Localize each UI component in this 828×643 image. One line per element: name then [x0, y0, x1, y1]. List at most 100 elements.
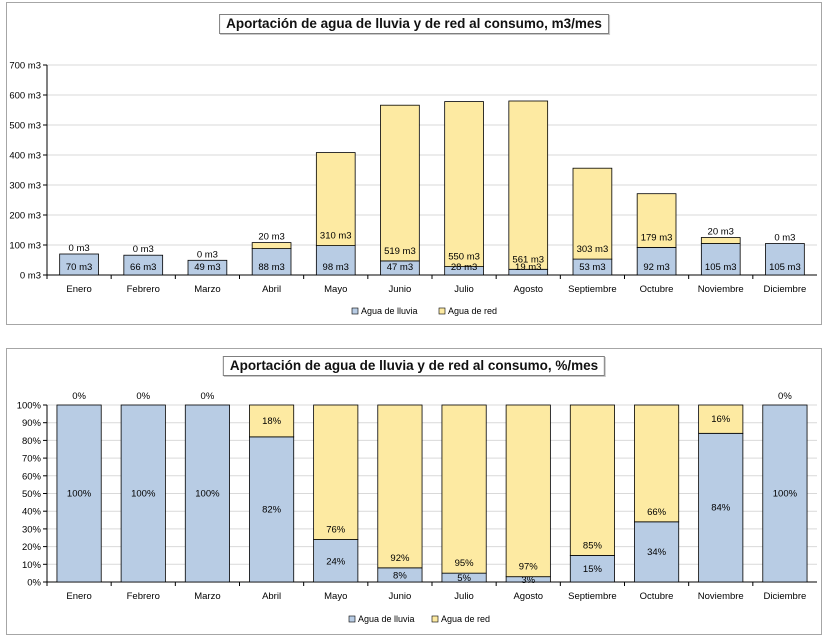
- data-label-agua-de-red: 95%: [455, 558, 475, 569]
- data-label-agua-de-red: 18%: [262, 416, 282, 427]
- y-tick-label: 600 m3: [9, 91, 41, 102]
- data-label-agua-de-lluvia: 92 m3: [643, 262, 669, 273]
- data-label-agua-de-lluvia: 28 m3: [451, 262, 477, 273]
- data-label-agua-de-red: 0%: [201, 391, 215, 402]
- bar-agua-de-lluvia: [634, 521, 680, 583]
- data-label-agua-de-red: 519 m3: [384, 246, 416, 257]
- chart-panel-percent: Aportación de agua de lluvia y de red al…: [6, 348, 822, 635]
- y-tick-label: 400 m3: [9, 151, 41, 162]
- y-tick-label: 60%: [22, 471, 42, 482]
- y-tick-label: 0 m3: [20, 271, 41, 282]
- chart-panel-m3: Aportación de agua de lluvia y de red al…: [6, 2, 822, 325]
- data-label-agua-de-lluvia: 3%: [521, 575, 535, 586]
- data-label-agua-de-lluvia: 8%: [393, 570, 407, 581]
- x-tick-label: Junio: [389, 284, 412, 295]
- bar-agua-de-lluvia: [184, 404, 230, 583]
- bar-agua-de-red: [636, 193, 677, 248]
- legend-swatch-agua-de-lluvia: [348, 615, 356, 623]
- y-tick-label: 80%: [22, 436, 42, 447]
- bar-agua-de-red: [377, 404, 423, 569]
- bar-agua-de-lluvia: [249, 436, 295, 583]
- data-label-agua-de-lluvia: 24%: [326, 556, 346, 567]
- bar-agua-de-lluvia: [569, 555, 615, 583]
- bar-agua-de-red: [249, 404, 295, 438]
- bar-agua-de-red: [251, 242, 292, 250]
- data-label-agua-de-lluvia: 100%: [773, 489, 798, 500]
- data-label-agua-de-lluvia: 47 m3: [387, 262, 413, 273]
- x-tick-label: Abril: [262, 284, 281, 295]
- y-tick-label: 200 m3: [9, 211, 41, 222]
- data-label-agua-de-red: 0 m3: [774, 233, 795, 244]
- bar-agua-de-lluvia: [59, 253, 99, 276]
- y-tick-label: 50%: [22, 489, 42, 500]
- x-tick-label: Enero: [66, 591, 91, 602]
- bar-agua-de-lluvia: [698, 432, 744, 583]
- y-tick-label: 70%: [22, 454, 42, 465]
- data-label-agua-de-red: 303 m3: [577, 244, 609, 255]
- data-label-agua-de-lluvia: 100%: [131, 489, 156, 500]
- bar-agua-de-red: [441, 404, 487, 574]
- x-tick-label: Julio: [454, 591, 474, 602]
- x-tick-label: Enero: [66, 284, 91, 295]
- y-tick-label: 0%: [27, 578, 41, 589]
- bar-agua-de-red: [444, 101, 484, 267]
- data-label-agua-de-lluvia: 105 m3: [705, 262, 737, 273]
- x-tick-label: Diciembre: [764, 284, 807, 295]
- data-label-agua-de-red: 561 m3: [512, 254, 544, 265]
- bar-agua-de-red: [315, 152, 356, 247]
- bar-agua-de-red: [313, 404, 359, 540]
- data-label-agua-de-lluvia: 66 m3: [130, 262, 156, 273]
- x-tick-label: Abril: [262, 591, 281, 602]
- bar-agua-de-lluvia: [762, 404, 808, 583]
- bar-agua-de-red: [380, 104, 420, 262]
- x-tick-label: Octubre: [640, 284, 674, 295]
- data-label-agua-de-lluvia: 88 m3: [258, 262, 284, 273]
- y-tick-label: 100%: [17, 401, 42, 412]
- bar-agua-de-lluvia: [120, 404, 166, 583]
- bar-agua-de-red: [698, 404, 744, 434]
- x-tick-label: Octubre: [640, 591, 674, 602]
- data-label-agua-de-red: 0%: [778, 391, 792, 402]
- data-label-agua-de-lluvia: 82%: [262, 504, 282, 515]
- legend-label-agua-de-lluvia: Agua de lluvia: [361, 306, 418, 316]
- chart-title-percent: Aportación de agua de lluvia y de red al…: [222, 356, 606, 376]
- x-tick-label: Noviembre: [698, 284, 744, 295]
- legend-label-agua-de-red: Agua de red: [448, 306, 497, 316]
- x-tick-label: Julio: [454, 284, 474, 295]
- data-label-agua-de-lluvia: 5%: [457, 573, 471, 584]
- y-tick-label: 20%: [22, 542, 42, 553]
- legend-label-agua-de-red: Agua de red: [441, 614, 490, 624]
- x-tick-label: Junio: [389, 591, 412, 602]
- legend-swatch-agua-de-red: [431, 615, 439, 623]
- bar-agua-de-lluvia: [765, 243, 805, 276]
- x-tick-label: Noviembre: [698, 591, 744, 602]
- y-tick-label: 700 m3: [9, 61, 41, 72]
- data-label-agua-de-lluvia: 98 m3: [323, 262, 349, 273]
- x-tick-label: Septiembre: [568, 284, 617, 295]
- legend-swatch-agua-de-lluvia: [351, 307, 359, 315]
- data-label-agua-de-red: 0%: [136, 391, 150, 402]
- x-tick-label: Diciembre: [764, 591, 807, 602]
- y-tick-label: 10%: [22, 560, 42, 571]
- x-tick-label: Mayo: [324, 591, 347, 602]
- chart-percent: 0% 10% 20% 30% 40% 50% 60% 70% 80% 90% 100% 100% 0% E…: [17, 391, 817, 624]
- bar-agua-de-red: [572, 167, 613, 260]
- bar-agua-de-lluvia: [700, 243, 741, 276]
- y-tick-label: 40%: [22, 507, 42, 518]
- data-label-agua-de-red: 20 m3: [708, 227, 734, 238]
- y-tick-label: 500 m3: [9, 121, 41, 132]
- chart-m3: 0 m3 100 m3 200 m3 300 m3 400 m3 500 m3 600 m3…: [9, 61, 817, 316]
- bar-agua-de-lluvia: [56, 404, 102, 583]
- x-tick-label: Agosto: [513, 284, 543, 295]
- data-label-agua-de-lluvia: 105 m3: [769, 262, 801, 273]
- data-label-agua-de-red: 179 m3: [641, 232, 673, 243]
- data-label-agua-de-red: 85%: [583, 540, 603, 551]
- bar-agua-de-red: [505, 404, 551, 578]
- x-tick-label: Agosto: [513, 591, 543, 602]
- x-tick-label: Febrero: [127, 591, 160, 602]
- data-label-agua-de-red: 97%: [519, 562, 539, 573]
- data-label-agua-de-red: 0 m3: [69, 243, 90, 254]
- legend-label-agua-de-lluvia: Agua de lluvia: [358, 614, 415, 624]
- bar-agua-de-lluvia: [187, 259, 228, 276]
- data-label-agua-de-lluvia: 34%: [647, 547, 667, 558]
